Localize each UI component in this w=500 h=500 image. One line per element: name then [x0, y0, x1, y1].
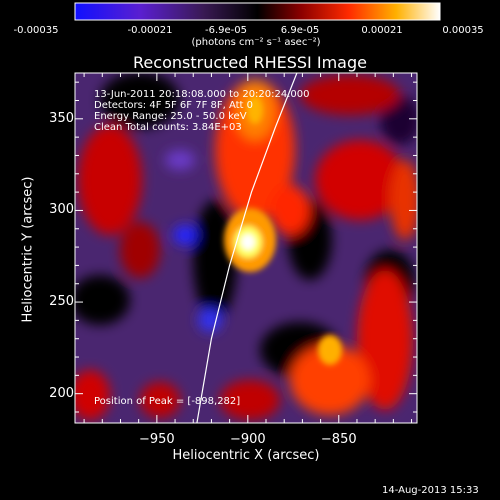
colorbar-tick: -0.00035 — [13, 25, 59, 36]
timestamp: 14-Aug-2013 15:33 — [382, 485, 479, 496]
heatmap-region — [173, 225, 197, 245]
heatmap-region — [380, 95, 417, 145]
heatmap-region — [318, 335, 342, 365]
x-axis-label: Heliocentric X (arcsec) — [172, 448, 320, 463]
heatmap-region — [75, 370, 110, 420]
colorbar — [74, 2, 441, 21]
colorbar-tick: -6.9e-05 — [205, 25, 247, 36]
y-tick-label: 350 — [49, 110, 74, 126]
y-tick-label: 200 — [49, 385, 74, 401]
solar-limb-curve — [196, 73, 298, 423]
y-tick-label: 250 — [49, 294, 74, 310]
heatmap-region — [300, 75, 400, 115]
heatmap-region — [270, 185, 310, 235]
y-tick-label: 300 — [49, 202, 74, 218]
x-tick-label: −850 — [320, 432, 357, 447]
heatmap-region — [315, 140, 405, 220]
colorbar-units: (photons cm⁻² s⁻¹ asec⁻²) — [191, 37, 321, 48]
peak-position: Position of Peak = [-898,282] — [94, 396, 241, 407]
chart-title: Reconstructed RHESSI Image — [133, 53, 367, 72]
colorbar-tick: -0.00021 — [127, 25, 173, 36]
x-tick-label: −900 — [229, 432, 266, 447]
colorbar-gradient — [74, 2, 441, 21]
colorbar-tick: 0.00035 — [442, 25, 484, 36]
heatmap-region — [390, 160, 417, 240]
info-method: Clean Total counts: 3.84E+03 — [94, 122, 242, 133]
plot-frame — [74, 72, 418, 424]
heatmap-region — [165, 150, 195, 170]
heatmap-region — [357, 270, 413, 410]
heatmap-region — [100, 73, 180, 128]
heatmap-region — [215, 80, 295, 220]
colorbar-tick: 6.9e-05 — [280, 25, 320, 36]
info-time-range: 13-Jun-2011 20:18:08.000 to 20:20:24.000 — [94, 89, 310, 100]
info-energy: Energy Range: 25.0 - 50.0 keV — [94, 111, 247, 122]
heatmap-region — [290, 345, 370, 415]
heatmap-region — [220, 380, 280, 420]
heatmap-region — [120, 222, 160, 278]
heatmap-region — [140, 382, 180, 418]
heatmap-region — [75, 275, 130, 325]
heatmap-region — [247, 96, 263, 124]
heatmap-region — [78, 125, 142, 235]
heatmap-region — [198, 308, 222, 332]
peak-core — [241, 234, 255, 250]
colorbar-tick: 0.00021 — [361, 25, 403, 36]
x-tick-label: −950 — [139, 432, 175, 447]
y-axis-label: Heliocentric Y (arcsec) — [20, 176, 36, 323]
info-detectors: Detectors: 4F 5F 6F 7F 8F, Att 0 — [94, 100, 254, 111]
